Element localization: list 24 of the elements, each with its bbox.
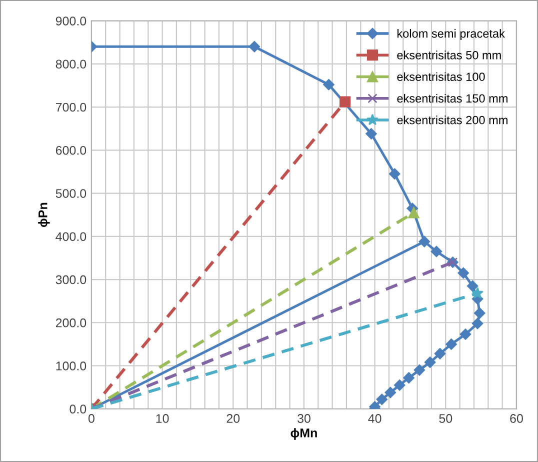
x-tick-label: 60 bbox=[510, 414, 523, 423]
y-tick-label: 100.0 bbox=[56, 362, 86, 370]
y-tick-label: 400.0 bbox=[56, 232, 86, 242]
x-tick-label: 20 bbox=[226, 414, 240, 423]
x-tick-label: 30 bbox=[297, 414, 310, 423]
y-tick-label: 700.0 bbox=[56, 102, 86, 112]
y-tick-label: 300.0 bbox=[56, 275, 86, 284]
x-tick-label: 10 bbox=[156, 414, 169, 423]
x-tick-label: 0 bbox=[88, 414, 94, 423]
x-tick-label: 40 bbox=[368, 414, 382, 423]
y-tick-label: 800.0 bbox=[56, 60, 86, 69]
x-axis-title: ϕMn bbox=[290, 428, 317, 440]
legend-label: eksentrisitas 200 mm bbox=[397, 116, 508, 124]
y-tick-label: 900.0 bbox=[56, 16, 86, 26]
y-axis-title: ϕPn bbox=[38, 202, 50, 228]
legend-label: kolom semi pracetak bbox=[397, 29, 505, 40]
y-tick-label: 500.0 bbox=[56, 189, 86, 198]
y-tick-label: 0.0 bbox=[70, 404, 86, 414]
x-tick-label: 50 bbox=[439, 414, 452, 423]
legend-label: eksentrisitas 50 mm bbox=[397, 50, 501, 60]
y-tick-label: 200.0 bbox=[56, 318, 86, 328]
legend-label: eksentrisitas 100 bbox=[397, 72, 485, 81]
legend-label: eksentrisitas 150 mm bbox=[397, 94, 508, 103]
y-tick-label: 600.0 bbox=[56, 146, 86, 155]
